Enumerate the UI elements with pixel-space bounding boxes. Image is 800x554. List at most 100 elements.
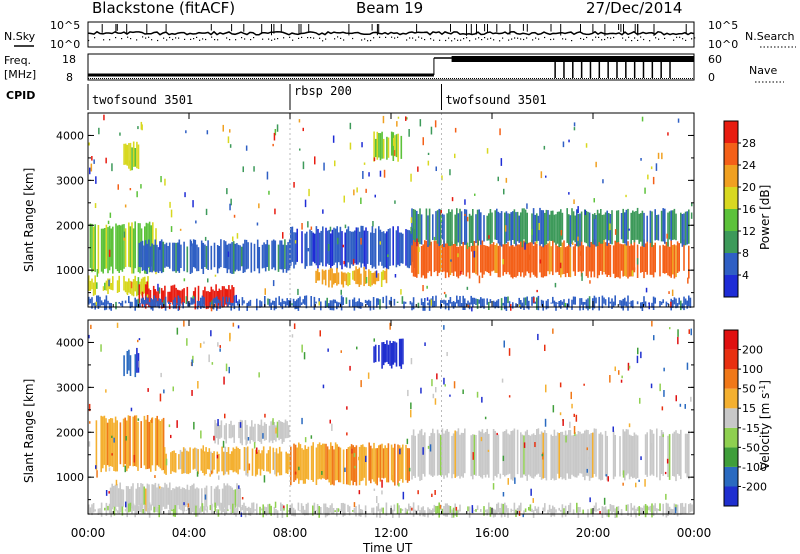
noise-point: [130, 281, 133, 289]
nave-point: [524, 78, 525, 79]
noise-point: [202, 445, 204, 454]
nave-point: [452, 78, 453, 79]
data-cell: [352, 299, 354, 308]
data-cell: [194, 488, 197, 513]
noise-point: [644, 187, 646, 194]
data-cell: [372, 507, 375, 515]
data-cell: [246, 446, 249, 476]
data-cell: [540, 246, 543, 278]
data-cell: [312, 442, 314, 482]
data-cell: [278, 296, 280, 306]
data-cell: [438, 241, 440, 273]
data-cell: [153, 484, 155, 513]
data-cell: [128, 222, 130, 267]
data-cell: [686, 433, 688, 478]
data-cell: [204, 286, 206, 306]
noise-point: [308, 188, 310, 197]
nsearch-point: [499, 40, 501, 42]
data-region: [163, 446, 291, 477]
data-cell: [373, 442, 375, 482]
nave-point: [354, 78, 355, 79]
data-cell: [492, 242, 495, 271]
data-cell: [191, 484, 193, 511]
noise-point: [573, 426, 576, 434]
noise-point: [374, 194, 376, 198]
data-cell: [459, 434, 461, 479]
nave-point: [118, 78, 119, 79]
data-cell: [216, 296, 218, 311]
data-cell: [296, 299, 298, 309]
colorbar-swatch: [724, 143, 738, 165]
data-cell: [508, 246, 511, 275]
data-cell: [239, 419, 242, 444]
data-cell: [236, 503, 239, 513]
nsearch-point: [643, 38, 645, 41]
nsearch-point: [322, 40, 324, 42]
data-cell: [104, 282, 106, 291]
data-cell: [213, 488, 216, 508]
data-cell: [652, 505, 655, 516]
data-cell: [609, 504, 612, 512]
noise-point: [294, 240, 297, 244]
noise-point: [393, 137, 395, 146]
noise-point: [589, 280, 591, 284]
nave-point: [272, 78, 273, 79]
nave-point: [690, 78, 691, 79]
data-cell: [237, 244, 240, 272]
data-cell: [243, 300, 245, 304]
data-cell: [386, 340, 388, 362]
nave-point: [152, 78, 153, 79]
data-cell: [164, 244, 166, 268]
data-cell: [398, 338, 401, 367]
noise-point: [115, 479, 118, 486]
noise-point: [191, 390, 193, 396]
data-cell: [318, 442, 321, 479]
data-cell: [370, 445, 372, 484]
data-cell: [672, 509, 674, 514]
noise-point: [514, 477, 516, 484]
data-cell: [107, 278, 109, 294]
data-cell: [397, 133, 399, 162]
freq-strip-frame: [87, 53, 695, 81]
data-cell: [298, 442, 300, 484]
noise-point: [640, 158, 642, 161]
data-cell: [102, 416, 104, 469]
data-cell: [550, 302, 552, 304]
data-cell: [497, 211, 500, 244]
noise-point: [560, 230, 563, 236]
data-cell: [563, 240, 565, 274]
data-cell: [88, 275, 90, 292]
noise-point: [229, 144, 232, 148]
data-cell: [329, 300, 332, 311]
data-cell: [569, 215, 572, 247]
data-cell: [622, 208, 624, 244]
data-cell: [675, 298, 677, 309]
noise-point: [108, 279, 110, 287]
data-cell: [262, 425, 264, 438]
data-cell: [427, 244, 429, 273]
noise-point: [302, 127, 304, 132]
noise-point: [502, 492, 505, 497]
cpid-segment-label: twofsound 3501: [446, 93, 547, 107]
data-cell: [380, 271, 383, 287]
noise-point: [116, 322, 119, 328]
data-cell: [441, 508, 444, 515]
noise-point: [170, 226, 173, 232]
data-cell: [274, 240, 277, 271]
data-cell: [203, 451, 206, 476]
data-cell: [448, 505, 450, 515]
data-cell: [366, 230, 369, 264]
noise-point: [211, 362, 214, 365]
noise-point: [666, 458, 669, 464]
data-cell: [141, 240, 144, 271]
noise-point: [170, 434, 172, 439]
data-cell: [662, 432, 664, 476]
data-cell: [310, 296, 312, 307]
nsearch-point: [151, 39, 153, 41]
data-cell: [332, 299, 335, 311]
noise-point: [531, 229, 533, 235]
nave-point: [386, 78, 387, 79]
nave-point: [304, 78, 305, 79]
data-cell: [183, 488, 185, 512]
noise-point: [344, 467, 346, 473]
